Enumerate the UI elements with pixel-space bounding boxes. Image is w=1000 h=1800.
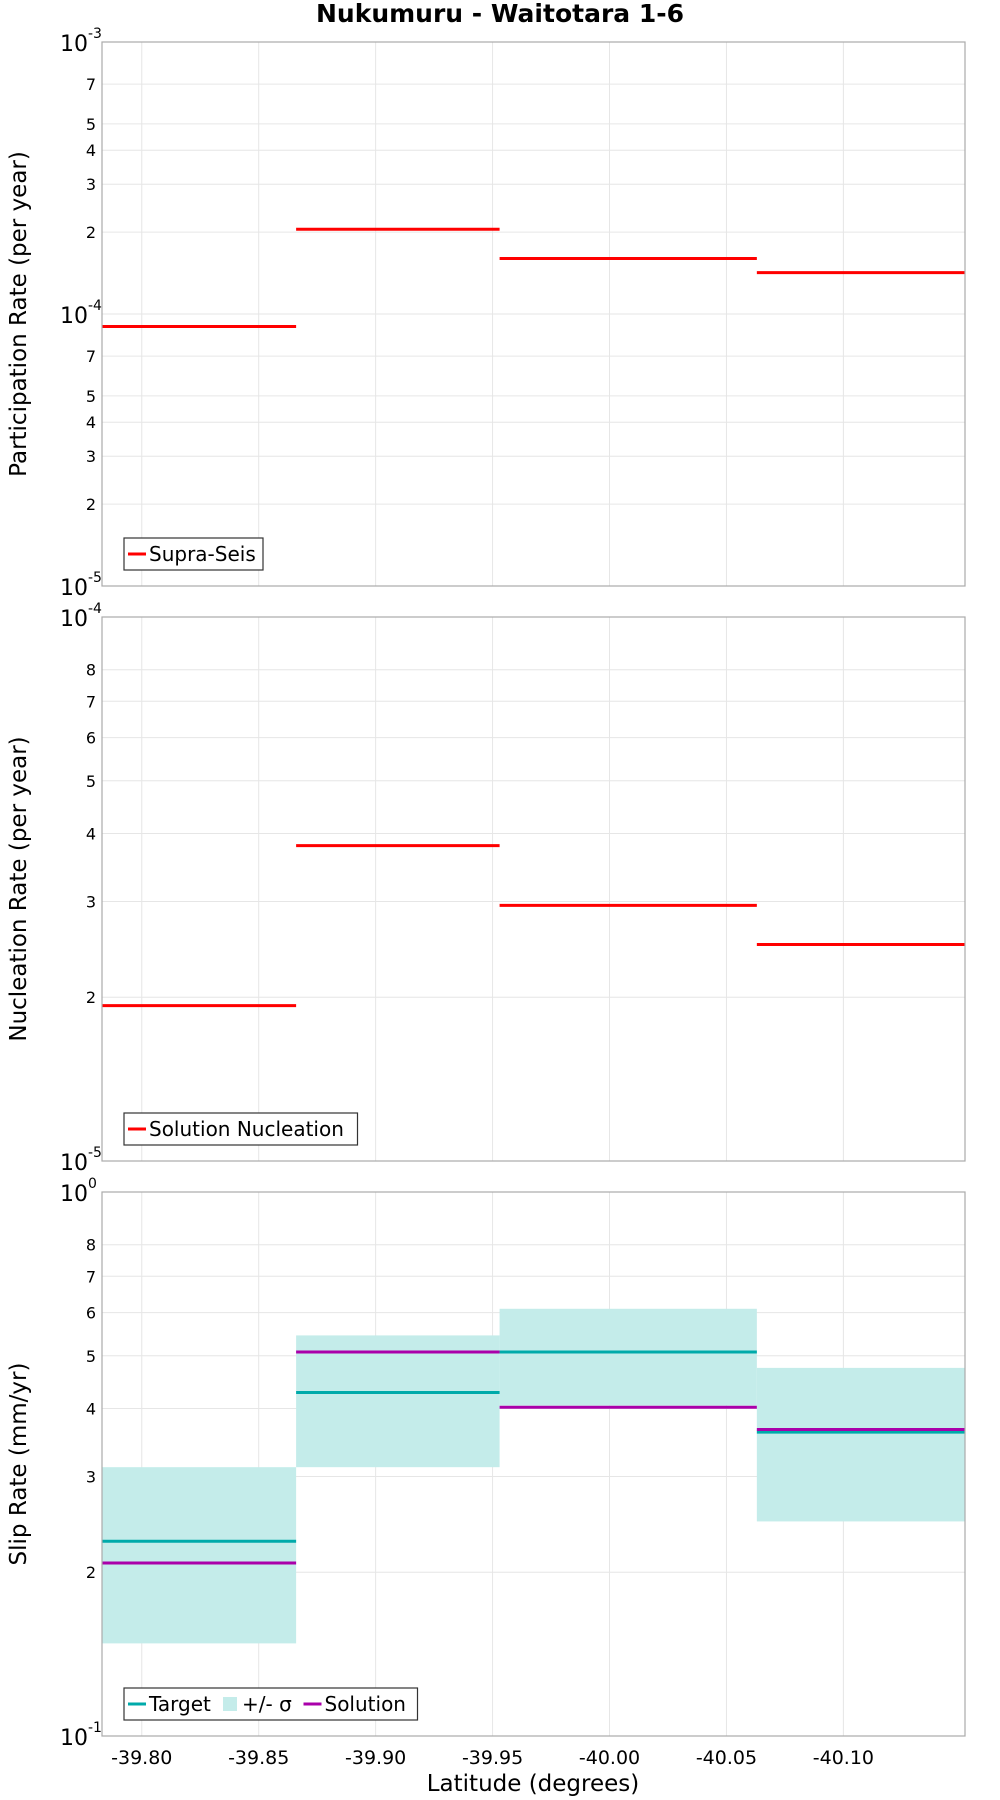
y-tick-label: 2 bbox=[86, 223, 96, 242]
y-tick-exponent: -5 bbox=[88, 570, 102, 586]
legend-entry-label: Solution bbox=[325, 1692, 406, 1716]
y-tick-label: 4 bbox=[86, 824, 96, 843]
legend-box bbox=[123, 537, 264, 571]
y-tick-label: 2 bbox=[86, 495, 96, 514]
y-tick-label: 10 bbox=[60, 1151, 88, 1176]
x-tick-label: -39.95 bbox=[462, 1747, 523, 1769]
legend: Solution Nucleation bbox=[123, 1112, 359, 1146]
y-tick-label: 8 bbox=[86, 1236, 96, 1255]
x-axis-label: Latitude (degrees) bbox=[427, 1771, 640, 1797]
y-tick-label: 7 bbox=[86, 75, 96, 94]
legend-entry-label: Target bbox=[148, 1692, 211, 1716]
y-tick-label: 10 bbox=[60, 607, 88, 632]
y-tick-label: 4 bbox=[86, 1399, 96, 1418]
x-tick-label: -40.00 bbox=[579, 1747, 640, 1769]
y-tick-exponent: -3 bbox=[88, 26, 102, 42]
y-tick-label: 2 bbox=[86, 988, 96, 1007]
sigma-band bbox=[102, 1467, 297, 1644]
y-tick-label: 10 bbox=[60, 304, 88, 329]
legend-entry-label: Solution Nucleation bbox=[149, 1117, 344, 1141]
legend-box bbox=[123, 1112, 359, 1146]
y-tick-exponent: -4 bbox=[88, 601, 102, 617]
y-tick-label: 10 bbox=[60, 1726, 88, 1751]
y-tick-label: 4 bbox=[86, 141, 96, 160]
y-tick-label: 4 bbox=[86, 413, 96, 432]
plot-area bbox=[102, 617, 965, 1161]
legend-entry-label: Supra-Seis bbox=[149, 542, 256, 566]
sigma-band bbox=[756, 1367, 965, 1522]
y-tick-label: 7 bbox=[86, 347, 96, 366]
y-tick-exponent: 0 bbox=[88, 1176, 97, 1192]
y-tick-label: 5 bbox=[86, 387, 96, 406]
y-tick-label: 5 bbox=[86, 1347, 96, 1366]
y-tick-label: 3 bbox=[86, 1467, 96, 1486]
x-tick-label: -39.85 bbox=[228, 1747, 289, 1769]
legend-swatch bbox=[223, 1697, 237, 1711]
y-tick-label: 3 bbox=[86, 175, 96, 194]
y-tick-label: 3 bbox=[86, 447, 96, 466]
y-tick-label: 5 bbox=[86, 772, 96, 791]
y-tick-label: 7 bbox=[86, 692, 96, 711]
y-tick-label: 10 bbox=[60, 32, 88, 57]
y-tick-label: 2 bbox=[86, 1563, 96, 1582]
y-tick-label: 5 bbox=[86, 115, 96, 134]
y-axis-label: Participation Rate (per year) bbox=[6, 151, 32, 477]
legend: Target +/- σ Solution bbox=[123, 1687, 419, 1721]
y-tick-label: 7 bbox=[86, 1267, 96, 1286]
y-tick-label: 6 bbox=[86, 729, 96, 748]
plot-frame bbox=[101, 1191, 966, 1737]
y-tick-label: 10 bbox=[60, 576, 88, 601]
x-tick-label: -39.80 bbox=[111, 1747, 172, 1769]
x-tick-label: -40.05 bbox=[696, 1747, 757, 1769]
y-axis-label: Slip Rate (mm/yr) bbox=[6, 1363, 32, 1566]
y-tick-label: 8 bbox=[86, 661, 96, 680]
plot-frame bbox=[101, 616, 966, 1162]
x-axis-ticks: -39.80 -39.85 -39.90 -39.95 -40.00 -40.05 -40.… bbox=[111, 1747, 874, 1769]
sigma-band bbox=[296, 1335, 500, 1468]
sigma-band bbox=[499, 1308, 757, 1406]
x-tick-label: -40.10 bbox=[813, 1747, 874, 1769]
y-tick-exponent: -1 bbox=[88, 1720, 102, 1736]
x-tick-label: -39.90 bbox=[345, 1747, 406, 1769]
legend: Supra-Seis bbox=[123, 537, 264, 571]
plot-frame bbox=[101, 41, 966, 587]
y-tick-label: 6 bbox=[86, 1304, 96, 1323]
y-tick-exponent: -4 bbox=[88, 298, 102, 314]
legend-entry-label: +/- σ bbox=[242, 1692, 292, 1716]
legend-box bbox=[123, 1687, 419, 1721]
y-tick-label: 3 bbox=[86, 892, 96, 911]
chart-title: Nukumuru - Waitotara 1-6 bbox=[316, 0, 684, 28]
y-axis-label: Nucleation Rate (per year) bbox=[6, 736, 32, 1041]
y-tick-exponent: -5 bbox=[88, 1145, 102, 1161]
y-tick-label: 10 bbox=[60, 1182, 88, 1207]
